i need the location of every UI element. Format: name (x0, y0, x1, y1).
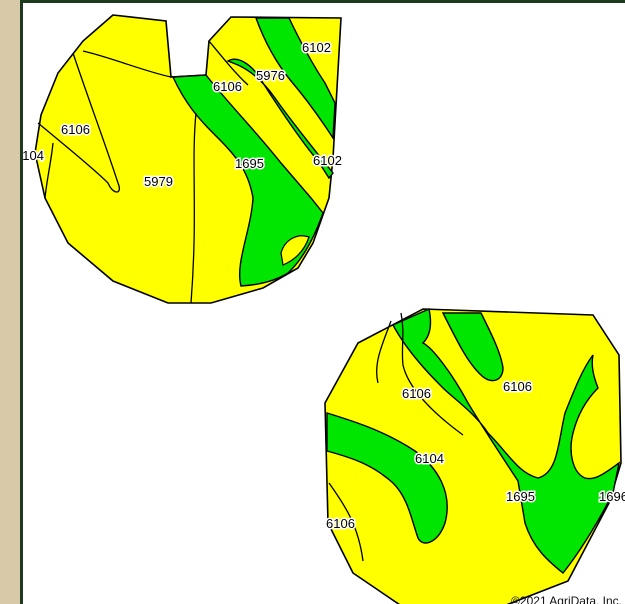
label-6102-top: 6102 (302, 40, 331, 55)
north-boundary-line-2 (37, 52, 120, 193)
label-1695-south: 1695 (506, 489, 535, 504)
south-boundary-line-2 (328, 482, 364, 562)
label-6104-south: 6104 (415, 451, 444, 466)
label-1695-north: 1695 (235, 156, 264, 171)
south-field[interactable] (324, 308, 622, 604)
north-field[interactable] (34, 14, 342, 304)
north-soil-5976[interactable] (226, 58, 334, 180)
label-6102-bottom: 6102 (313, 153, 342, 168)
label-6106-south-c: 6106 (326, 516, 355, 531)
south-boundary-line-1 (400, 312, 464, 436)
map-attribution: ©2021 AgriData, Inc. (511, 594, 622, 604)
north-soil-1695[interactable] (171, 74, 324, 287)
label-6106-south-b: 6106 (503, 379, 532, 394)
label-5976: 5976 (256, 68, 285, 83)
soil-map[interactable]: 6102 5976 6106 6106 6104 5979 1695 6102 … (20, 0, 625, 604)
label-5979: 5979 (144, 174, 173, 189)
north-boundary-line-3 (82, 50, 172, 78)
label-6106-north-b: 6106 (61, 122, 90, 137)
label-6106-north-a: 6106 (213, 79, 242, 94)
north-boundary-line-1 (190, 112, 197, 304)
label-6106-south-a: 6106 (402, 386, 431, 401)
soil-map-canvas[interactable]: 6102 5976 6106 6106 6104 5979 1695 6102 … (23, 3, 625, 604)
south-soil-green-west[interactable] (326, 412, 448, 544)
label-6104-north: 6104 (23, 148, 44, 163)
soil-labels: 6102 5976 6106 6106 6104 5979 1695 6102 … (23, 39, 625, 533)
south-soil-green-lobe[interactable] (441, 312, 504, 382)
south-boundary-line-3 (376, 320, 392, 384)
north-boundary-line-4 (44, 142, 54, 199)
north-soil-6102[interactable] (255, 17, 336, 141)
south-soil-1695[interactable] (392, 308, 621, 574)
north-boundary-line-5 (208, 40, 249, 86)
north-soil-island[interactable] (280, 235, 310, 266)
